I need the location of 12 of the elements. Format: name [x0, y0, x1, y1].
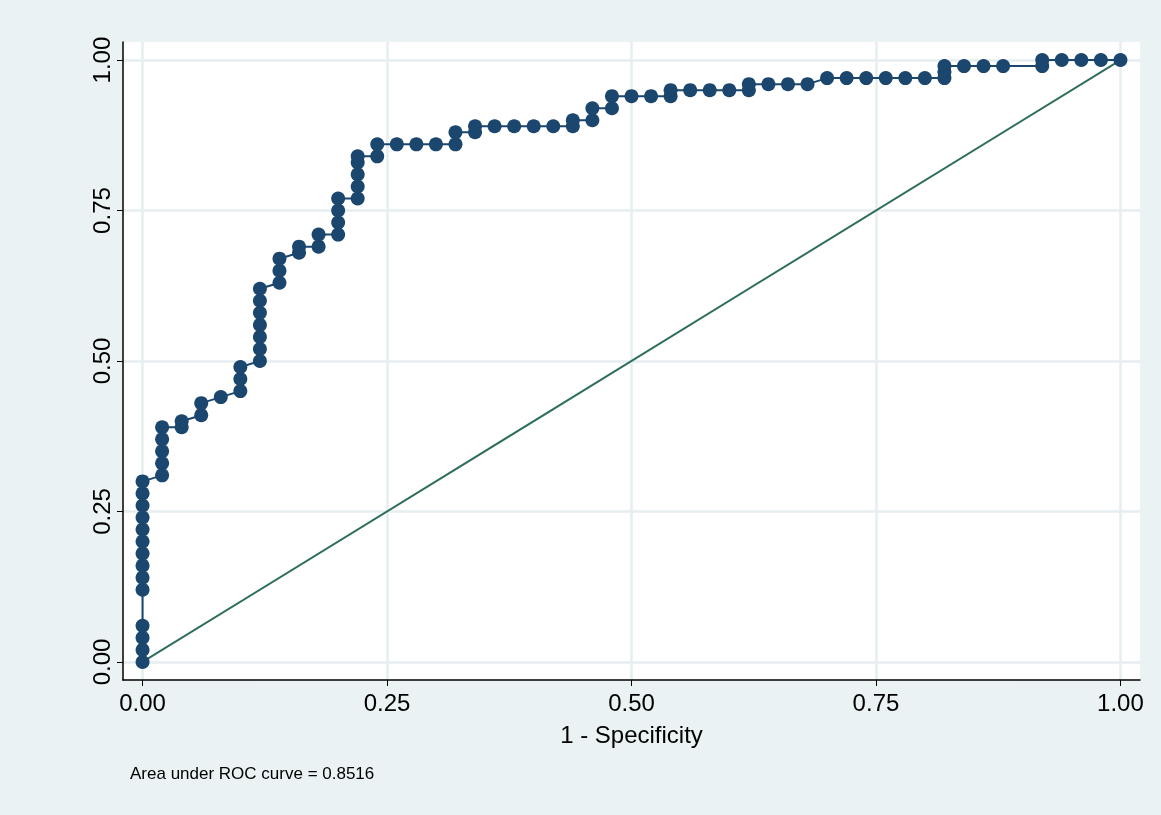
y-tick-label: 0.75 — [87, 187, 115, 234]
y-tick-label: 0.00 — [87, 638, 115, 686]
x-tick-label: 0.50 — [608, 688, 655, 716]
x-tick-label: 0.75 — [852, 688, 900, 716]
x-tick-label: 1.00 — [1097, 688, 1144, 716]
x-tick-label: 0.25 — [363, 688, 411, 716]
y-tick-label: 1.00 — [87, 36, 115, 84]
y-tick-label: 0.50 — [87, 337, 115, 385]
y-tick-label: 0.25 — [87, 488, 115, 535]
x-tick-label: 0.00 — [119, 688, 166, 716]
text: Area under ROC curve = 0.8516 — [130, 764, 375, 783]
x-axis-title: 1 - Specificity — [560, 720, 703, 748]
